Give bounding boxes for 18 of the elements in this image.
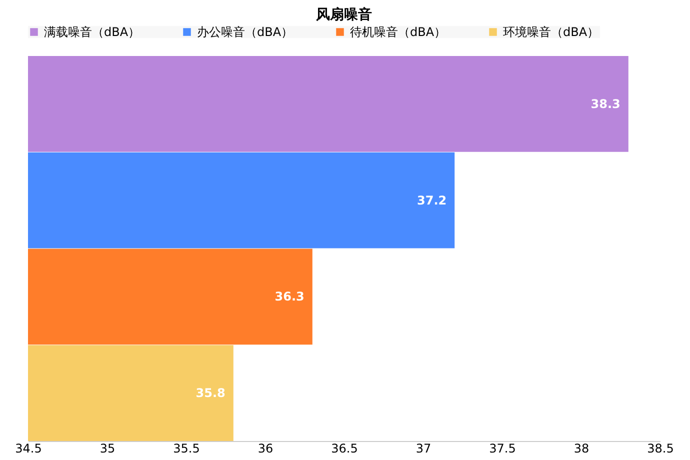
x-tick-label: 36 — [258, 442, 274, 456]
x-tick-label: 35.5 — [173, 442, 200, 456]
x-tick-label: 38.5 — [647, 442, 674, 456]
data-label: 35.8 — [196, 386, 226, 400]
legend-label: 满载噪音（dBA） — [44, 25, 140, 39]
x-tick-label: 35 — [100, 442, 116, 456]
x-tick-label: 36.5 — [331, 442, 358, 456]
legend-label: 办公噪音（dBA） — [197, 25, 294, 39]
data-label: 38.3 — [590, 96, 620, 111]
x-tick-label: 37.5 — [489, 442, 516, 456]
x-tick-label: 37 — [416, 442, 432, 456]
x-tick-label: 34.5 — [15, 442, 42, 456]
data-label: 36.3 — [274, 290, 304, 304]
text: 风扇噪音 — [315, 6, 372, 23]
x-tick-label: 38 — [574, 442, 590, 456]
legend-label: 环境噪音（dBA） — [503, 25, 600, 39]
legend-label: 待机噪音（dBA） — [350, 25, 446, 39]
data-label: 37.2 — [416, 193, 447, 208]
